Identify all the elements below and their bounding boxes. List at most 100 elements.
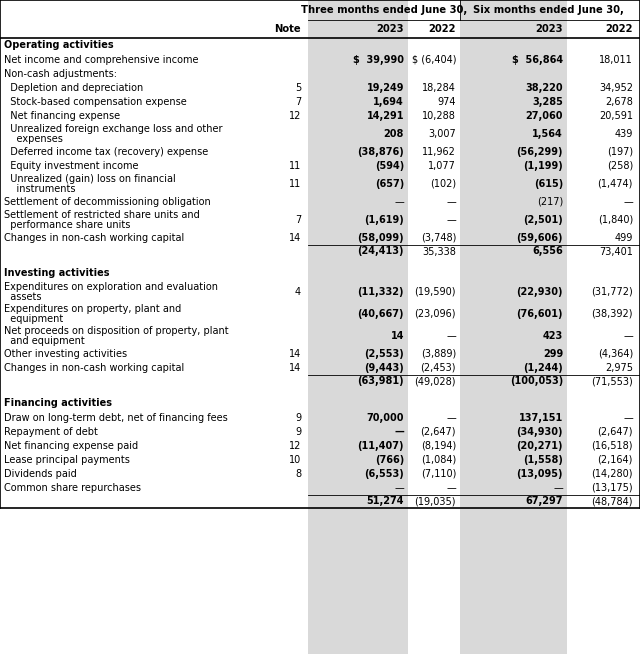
Text: Non-cash adjustments:: Non-cash adjustments:	[4, 69, 117, 79]
Text: $  39,990: $ 39,990	[353, 55, 404, 65]
Text: (56,299): (56,299)	[516, 147, 563, 157]
Text: Equity investment income: Equity investment income	[4, 161, 138, 171]
Text: 27,060: 27,060	[525, 111, 563, 121]
Text: 70,000: 70,000	[367, 413, 404, 423]
Text: 3,285: 3,285	[532, 97, 563, 107]
Text: 19,249: 19,249	[367, 83, 404, 93]
Text: 4: 4	[295, 287, 301, 297]
Text: $  56,864: $ 56,864	[512, 55, 563, 65]
Text: 439: 439	[614, 129, 633, 139]
Text: 7: 7	[295, 97, 301, 107]
Text: (615): (615)	[534, 179, 563, 189]
Text: 10: 10	[289, 455, 301, 465]
Text: 9: 9	[295, 413, 301, 423]
Text: 11: 11	[289, 161, 301, 171]
Text: (40,667): (40,667)	[358, 309, 404, 319]
Text: (6,553): (6,553)	[364, 469, 404, 479]
Text: 499: 499	[614, 233, 633, 243]
Text: (657): (657)	[375, 179, 404, 189]
Text: (19,035): (19,035)	[415, 496, 456, 506]
Text: Financing activities: Financing activities	[4, 398, 112, 409]
Text: $ (6,404): $ (6,404)	[412, 55, 456, 65]
Text: Net income and comprehensive income: Net income and comprehensive income	[4, 55, 198, 65]
Text: —: —	[623, 331, 633, 341]
Text: 2022: 2022	[429, 24, 456, 34]
Text: Lease principal payments: Lease principal payments	[4, 455, 130, 465]
Text: 14,291: 14,291	[367, 111, 404, 121]
Bar	[308, 0, 408, 654]
Text: (9,443): (9,443)	[364, 363, 404, 373]
Text: Changes in non-cash working capital: Changes in non-cash working capital	[4, 233, 184, 243]
Text: Draw on long-term debt, net of financing fees: Draw on long-term debt, net of financing…	[4, 413, 228, 423]
Text: (20,271): (20,271)	[516, 441, 563, 451]
Text: 10,288: 10,288	[422, 111, 456, 121]
Text: and equipment: and equipment	[4, 337, 84, 347]
Text: (13,175): (13,175)	[591, 483, 633, 493]
Text: —: —	[394, 197, 404, 207]
Text: (217): (217)	[537, 197, 563, 207]
Text: (38,876): (38,876)	[357, 147, 404, 157]
Text: 18,011: 18,011	[599, 55, 633, 65]
Text: (38,392): (38,392)	[591, 309, 633, 319]
Text: (4,364): (4,364)	[598, 349, 633, 359]
Text: 12: 12	[289, 441, 301, 451]
Text: 137,151: 137,151	[519, 413, 563, 423]
Text: —: —	[394, 427, 404, 437]
Text: —: —	[446, 483, 456, 493]
Text: 14: 14	[289, 349, 301, 359]
Text: —: —	[553, 483, 563, 493]
Text: (2,647): (2,647)	[598, 427, 633, 437]
Text: Unrealized foreign exchange loss and other: Unrealized foreign exchange loss and oth…	[4, 124, 223, 133]
Text: (1,840): (1,840)	[598, 215, 633, 225]
Text: —: —	[446, 197, 456, 207]
Text: (14,280): (14,280)	[591, 469, 633, 479]
Text: (1,558): (1,558)	[523, 455, 563, 465]
Text: (1,474): (1,474)	[598, 179, 633, 189]
Text: 51,274: 51,274	[367, 496, 404, 506]
Text: 1,077: 1,077	[428, 161, 456, 171]
Text: equipment: equipment	[4, 315, 63, 324]
Text: (59,606): (59,606)	[516, 233, 563, 243]
Text: (102): (102)	[430, 179, 456, 189]
Text: 423: 423	[543, 331, 563, 341]
Text: (100,053): (100,053)	[509, 377, 563, 387]
Text: (76,601): (76,601)	[516, 309, 563, 319]
Text: 14: 14	[390, 331, 404, 341]
Text: (58,099): (58,099)	[357, 233, 404, 243]
Text: Other investing activities: Other investing activities	[4, 349, 127, 359]
Text: 2023: 2023	[536, 24, 563, 34]
Text: (23,096): (23,096)	[415, 309, 456, 319]
Text: Depletion and depreciation: Depletion and depreciation	[4, 83, 143, 93]
Text: Note: Note	[275, 24, 301, 34]
Text: (31,772): (31,772)	[591, 287, 633, 297]
Text: Operating activities: Operating activities	[4, 41, 114, 50]
Text: 14: 14	[289, 363, 301, 373]
Text: 11,962: 11,962	[422, 147, 456, 157]
Text: 18,284: 18,284	[422, 83, 456, 93]
Text: Settlement of decommissioning obligation: Settlement of decommissioning obligation	[4, 197, 211, 207]
Text: Deferred income tax (recovery) expense: Deferred income tax (recovery) expense	[4, 147, 208, 157]
Text: 8: 8	[295, 469, 301, 479]
Text: (1,199): (1,199)	[524, 161, 563, 171]
Text: Three months ended June 30,: Three months ended June 30,	[301, 5, 467, 15]
Bar	[460, 0, 567, 654]
Text: (3,889): (3,889)	[420, 349, 456, 359]
Text: (2,453): (2,453)	[420, 363, 456, 373]
Text: performance share units: performance share units	[4, 220, 131, 230]
Text: 208: 208	[383, 129, 404, 139]
Text: (22,930): (22,930)	[516, 287, 563, 297]
Text: Six months ended June 30,: Six months ended June 30,	[473, 5, 624, 15]
Text: (258): (258)	[607, 161, 633, 171]
Text: (197): (197)	[607, 147, 633, 157]
Text: —: —	[623, 413, 633, 423]
Text: (24,413): (24,413)	[358, 247, 404, 256]
Text: (11,407): (11,407)	[358, 441, 404, 451]
Text: Settlement of restricted share units and: Settlement of restricted share units and	[4, 209, 200, 220]
Text: 1,564: 1,564	[532, 129, 563, 139]
Text: (7,110): (7,110)	[420, 469, 456, 479]
Text: 2,678: 2,678	[605, 97, 633, 107]
Text: (49,028): (49,028)	[415, 377, 456, 387]
Text: Unrealized (gain) loss on financial: Unrealized (gain) loss on financial	[4, 173, 176, 184]
Text: 7: 7	[295, 215, 301, 225]
Text: Expenditures on exploration and evaluation: Expenditures on exploration and evaluati…	[4, 281, 218, 292]
